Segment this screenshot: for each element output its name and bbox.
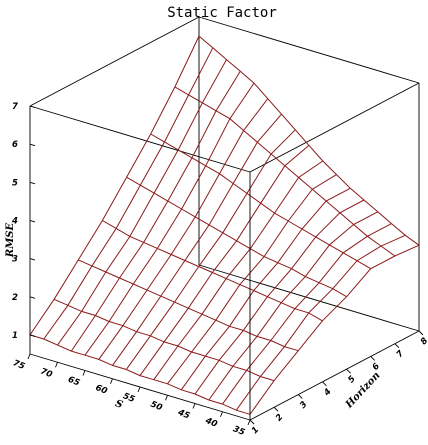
z-tick-label: 6: [12, 140, 18, 150]
z-tick-mark: [29, 143, 36, 147]
z-tick-mark: [29, 334, 36, 337]
mesh-column-line: [249, 244, 420, 415]
z-tick-label: 5: [12, 178, 18, 188]
mesh-column-line: [98, 98, 269, 360]
z-tick-label: 7: [12, 102, 18, 112]
horizon-tick-label: 4: [322, 387, 334, 399]
horizon-tick-mark: [346, 368, 351, 374]
z-tick-mark: [29, 220, 36, 223]
mesh-column-line: [222, 223, 392, 405]
horizon-tick-label: 3: [298, 400, 309, 411]
mesh-column-line: [194, 199, 365, 395]
box-edge: [29, 16, 200, 107]
s-tick-label: 50: [149, 400, 164, 414]
box-edge: [198, 264, 420, 332]
mesh-column-line: [57, 59, 227, 346]
s-tick-mark: [55, 362, 58, 368]
s-tick-mark: [220, 411, 223, 417]
s-tick-label: 60: [94, 383, 109, 397]
s-tick-mark: [165, 395, 168, 401]
z-tick-label: 2: [12, 293, 18, 303]
mesh-column-line: [112, 113, 282, 366]
horizon-axis-ticks: 1 2 3 4 5 6 7 8: [249, 330, 428, 436]
surface-mesh: [29, 35, 420, 415]
z-tick-label: 1: [12, 331, 18, 341]
mesh-row-line: [150, 133, 371, 270]
s-tick-label: 55: [121, 391, 136, 405]
mesh-column-line: [125, 129, 296, 370]
s-tick-label: 65: [66, 375, 81, 389]
horizon-tick-label: 2: [274, 412, 285, 423]
mesh-column-line: [153, 160, 324, 380]
horizon-tick-label: 1: [250, 425, 261, 436]
z-tick-mark: [29, 181, 36, 185]
box-edge: [29, 105, 251, 173]
z-axis-ticks: 1 2 3 4 5 6 7: [11, 102, 36, 341]
mesh-column-line: [208, 211, 379, 401]
horizon-tick-label: 8: [419, 336, 428, 347]
s-tick-mark: [110, 378, 113, 384]
horizon-tick-mark: [370, 356, 376, 361]
horizon-tick-mark: [394, 343, 400, 349]
s-tick-mark: [247, 419, 251, 426]
horizon-tick-mark: [297, 394, 303, 399]
s-tick-label: 70: [39, 367, 54, 381]
box-back-edges: [29, 16, 420, 332]
z-tick-mark: [29, 105, 36, 108]
mesh-row-line: [29, 334, 251, 415]
chart-title: Static Factor: [167, 5, 277, 21]
mesh-row-line: [53, 298, 275, 382]
z-tick-label: 4: [11, 216, 18, 226]
horizon-tick-label: 6: [371, 361, 382, 372]
mesh-row-line: [174, 86, 396, 257]
s-tick-label: 40: [203, 416, 219, 430]
s-tick-label: 45: [175, 407, 191, 421]
z-axis-label: RMSE: [5, 223, 16, 259]
horizon-tick-mark: [249, 419, 255, 425]
x-axis-label: S: [114, 398, 125, 411]
mesh-column-line: [84, 82, 255, 356]
s-tick-label: 75: [11, 358, 26, 372]
box-edge: [249, 330, 420, 421]
s-axis-ticks: 75 70 65 60 55 50 45 40 35: [11, 353, 251, 438]
horizon-tick-mark: [418, 330, 424, 336]
horizon-tick-mark: [322, 381, 327, 387]
mesh-column-line: [29, 35, 200, 336]
mesh-column-line: [139, 145, 310, 376]
mesh-column-line: [180, 187, 351, 391]
mesh-column-line: [167, 174, 337, 385]
mesh-row-line: [126, 176, 347, 298]
s-tick-mark: [137, 386, 141, 393]
s-tick-mark: [82, 370, 86, 376]
mesh-row-line: [78, 259, 299, 352]
z-tick-mark: [29, 258, 36, 261]
mesh-column-line: [235, 234, 406, 411]
mesh-column-line: [43, 47, 214, 340]
z-tick-label: 3: [12, 255, 18, 265]
s-tick-mark: [192, 403, 196, 409]
box-edge: [198, 16, 420, 84]
mesh-column-line: [70, 71, 241, 352]
box-edge: [249, 82, 420, 173]
s-tick-label: 35: [231, 424, 246, 438]
horizon-tick-label: 7: [395, 349, 406, 360]
horizon-tick-mark: [273, 406, 279, 412]
horizon-tick-label: 5: [346, 374, 357, 385]
s-tick-mark: [27, 353, 31, 360]
z-tick-mark: [29, 296, 36, 299]
